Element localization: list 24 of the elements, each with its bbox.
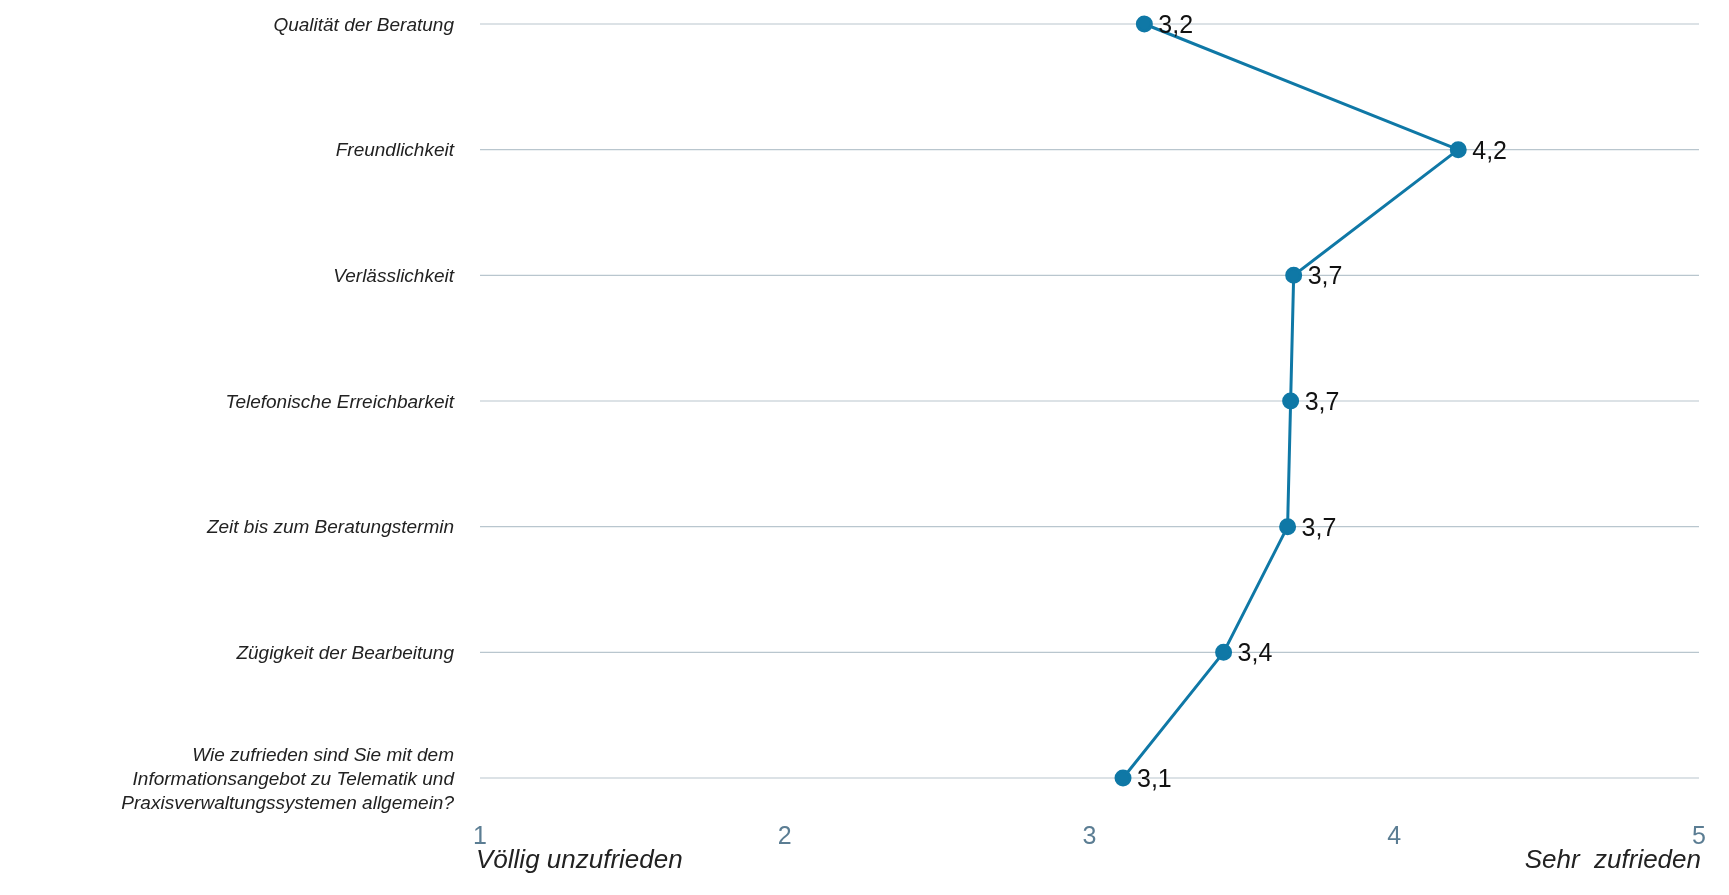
point	[1285, 266, 1303, 284]
point	[1215, 643, 1233, 661]
data-label: 3,7	[1301, 512, 1337, 541]
data-label: 3,4	[1237, 638, 1273, 667]
y-tick-label: Telefonische Erreichbarkeit	[225, 390, 455, 412]
data-label: 3,7	[1304, 386, 1340, 415]
y-tick-label: Zeit bis zum Beratungstermin	[205, 516, 454, 538]
point	[1282, 392, 1300, 410]
y-tick-label: Verlässlichkeit	[333, 264, 455, 286]
point	[1114, 769, 1132, 787]
data-label: 4,2	[1472, 135, 1508, 164]
y-tick-label: Freundlichkeit	[335, 139, 455, 161]
y-tick-label: Qualität der Beratung	[273, 13, 455, 35]
y-tick-label: Wie zufrieden sind Sie mit dem Informationsangebot zu Telematik und Praxisverwaltungssystemen allgemein?	[121, 743, 456, 813]
data-label: 3,7	[1307, 261, 1343, 290]
data-label: 3,1	[1137, 763, 1172, 792]
x-tick-label: 3	[1082, 820, 1097, 849]
y-tick-label: Zügigkeit der Bearbeitung	[235, 641, 455, 663]
x-tick-label: 4	[1387, 820, 1402, 849]
point	[1135, 15, 1153, 33]
point	[1449, 141, 1467, 159]
data-label: 3,2	[1158, 9, 1194, 38]
point	[1279, 518, 1297, 536]
x-tick-label: 2	[777, 820, 792, 849]
